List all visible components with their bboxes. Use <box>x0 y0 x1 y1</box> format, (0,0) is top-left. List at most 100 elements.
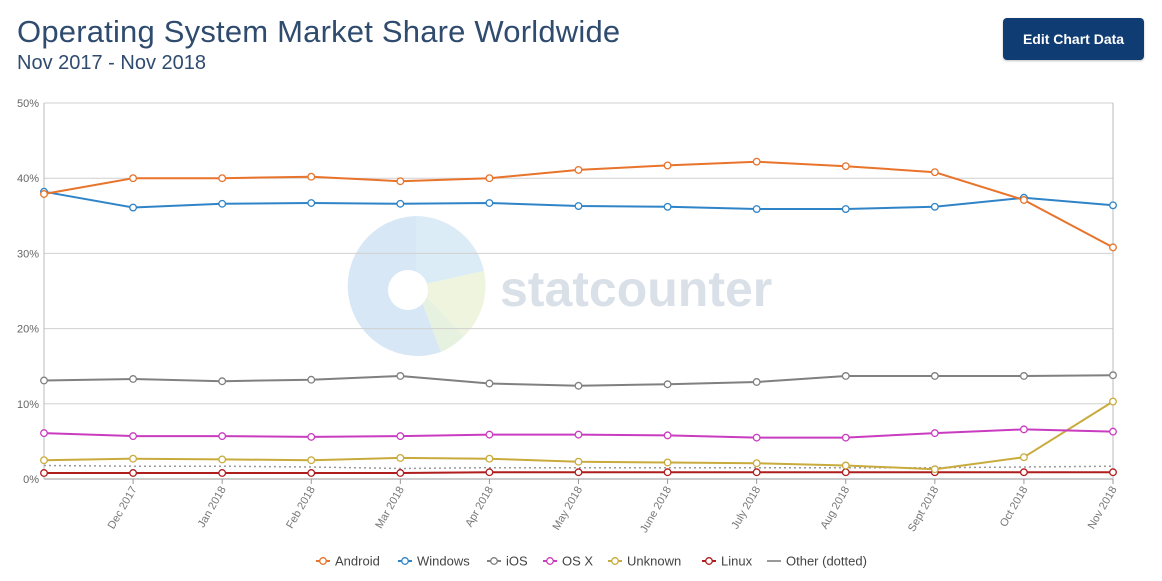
data-point-linux[interactable] <box>752 468 761 477</box>
data-point-windows[interactable] <box>752 205 761 213</box>
data-point-ios[interactable] <box>40 376 48 385</box>
data-point-android[interactable] <box>841 162 850 171</box>
data-point-ios[interactable] <box>1019 372 1028 380</box>
y-tick-label: 50% <box>17 98 39 110</box>
x-tick-label: Nov 2018 <box>1086 485 1120 532</box>
data-point-linux[interactable] <box>841 468 850 477</box>
data-point-linux[interactable] <box>485 468 494 477</box>
data-point-os-x[interactable] <box>663 431 672 440</box>
data-point-linux[interactable] <box>307 469 316 477</box>
data-point-android[interactable] <box>1109 243 1117 252</box>
data-point-os-x[interactable] <box>930 429 939 438</box>
data-point-windows[interactable] <box>129 203 138 212</box>
legend-item-linux[interactable]: Linux <box>721 554 753 569</box>
legend-marker-dot-android[interactable] <box>319 557 327 565</box>
data-point-os-x[interactable] <box>218 432 227 441</box>
legend-marker-dot-linux[interactable] <box>705 557 713 565</box>
data-point-linux[interactable] <box>663 468 672 477</box>
data-point-android[interactable] <box>40 190 48 198</box>
data-point-linux[interactable] <box>1109 468 1117 477</box>
legend-marker-dot-windows[interactable] <box>401 557 409 565</box>
data-point-unknown[interactable] <box>841 461 850 470</box>
data-point-windows[interactable] <box>485 199 494 207</box>
data-point-os-x[interactable] <box>574 430 583 439</box>
x-tick-label: July 2018 <box>729 485 763 532</box>
legend-marker-dot-ios[interactable] <box>490 557 498 565</box>
data-point-linux[interactable] <box>218 469 227 477</box>
data-point-unknown[interactable] <box>930 465 939 474</box>
data-point-os-x[interactable] <box>841 433 850 442</box>
data-point-android[interactable] <box>218 174 227 183</box>
y-tick-label: 40% <box>17 173 39 185</box>
data-point-ios[interactable] <box>129 375 138 383</box>
data-point-unknown[interactable] <box>752 459 761 468</box>
legend-item-android[interactable]: Android <box>335 554 380 569</box>
data-point-ios[interactable] <box>485 379 494 388</box>
data-point-ios[interactable] <box>307 375 316 384</box>
x-tick-label: Sept 2018 <box>906 485 941 534</box>
data-point-unknown[interactable] <box>485 454 494 463</box>
data-point-linux[interactable] <box>396 469 405 477</box>
data-point-linux[interactable] <box>1019 468 1028 477</box>
legend-item-windows[interactable]: Windows <box>417 554 470 569</box>
data-point-os-x[interactable] <box>129 432 138 441</box>
data-point-windows[interactable] <box>574 202 583 210</box>
data-point-ios[interactable] <box>841 372 850 380</box>
data-point-linux[interactable] <box>40 469 48 477</box>
legend-marker-dot-os-x[interactable] <box>546 557 554 565</box>
data-point-windows[interactable] <box>307 199 316 207</box>
data-point-android[interactable] <box>307 172 316 181</box>
data-point-windows[interactable] <box>841 205 850 213</box>
legend-item-os-x[interactable]: OS X <box>562 554 593 569</box>
data-point-android[interactable] <box>930 168 939 177</box>
data-point-ios[interactable] <box>663 380 672 389</box>
edit-chart-data-button[interactable]: Edit Chart Data <box>1003 18 1144 60</box>
data-point-windows[interactable] <box>930 202 939 211</box>
chart-subtitle: Nov 2017 - Nov 2018 <box>17 52 207 74</box>
data-point-windows[interactable] <box>663 202 672 211</box>
data-point-ios[interactable] <box>396 372 405 380</box>
data-point-unknown[interactable] <box>396 453 405 462</box>
data-point-ios[interactable] <box>218 377 227 386</box>
data-point-os-x[interactable] <box>396 432 405 441</box>
chart-title: Operating System Market Share Worldwide <box>17 14 621 49</box>
data-point-android[interactable] <box>1019 196 1028 204</box>
data-point-os-x[interactable] <box>1019 425 1028 434</box>
data-point-ios[interactable] <box>1109 371 1117 380</box>
data-point-unknown[interactable] <box>129 454 138 463</box>
legend-item-other-dotted[interactable]: Other (dotted) <box>786 554 867 569</box>
data-point-os-x[interactable] <box>485 430 494 439</box>
data-point-unknown[interactable] <box>1109 397 1117 406</box>
data-point-android[interactable] <box>485 174 494 183</box>
data-point-os-x[interactable] <box>752 433 761 442</box>
data-point-os-x[interactable] <box>1109 427 1117 436</box>
data-point-unknown[interactable] <box>663 458 672 467</box>
data-point-unknown[interactable] <box>574 457 583 466</box>
data-point-windows[interactable] <box>218 199 227 208</box>
data-point-unknown[interactable] <box>218 455 227 464</box>
legend-item-ios[interactable]: iOS <box>506 554 528 569</box>
x-tick-label: Mar 2018 <box>373 485 407 531</box>
data-point-android[interactable] <box>574 165 583 174</box>
data-point-unknown[interactable] <box>40 456 48 465</box>
data-point-linux[interactable] <box>129 469 138 477</box>
data-point-unknown[interactable] <box>307 456 316 465</box>
x-tick-label: May 2018 <box>551 485 586 533</box>
data-point-android[interactable] <box>663 161 672 170</box>
data-point-ios[interactable] <box>574 381 583 390</box>
data-point-os-x[interactable] <box>40 429 48 438</box>
data-point-android[interactable] <box>752 157 761 166</box>
data-point-linux[interactable] <box>574 468 583 477</box>
legend-item-unknown[interactable]: Unknown <box>627 554 681 569</box>
data-point-unknown[interactable] <box>1019 453 1028 462</box>
data-point-windows[interactable] <box>1109 201 1117 210</box>
y-tick-label: 30% <box>17 248 39 260</box>
data-point-windows[interactable] <box>396 199 405 208</box>
data-point-os-x[interactable] <box>307 432 316 441</box>
data-point-ios[interactable] <box>930 372 939 380</box>
legend-marker-dot-unknown[interactable] <box>611 557 619 565</box>
data-point-android[interactable] <box>129 174 138 183</box>
data-point-ios[interactable] <box>752 378 761 386</box>
data-point-android[interactable] <box>396 177 405 186</box>
